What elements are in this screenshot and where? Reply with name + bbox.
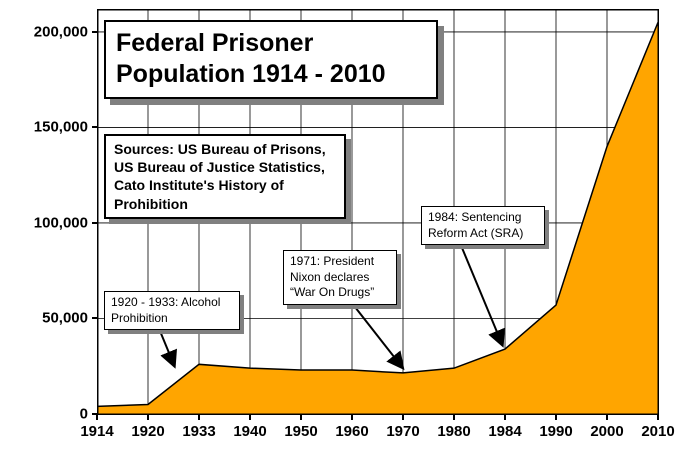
y-tick-label: 0: [79, 405, 88, 423]
y-axis-tick: [92, 126, 97, 129]
x-axis-tick: [300, 415, 302, 420]
x-tick-label: 1950: [284, 423, 318, 440]
x-tick-label: 1984: [488, 423, 522, 440]
y-tick-label: 100,000: [33, 214, 88, 232]
x-axis-tick: [657, 415, 659, 420]
x-tick-label: 1980: [437, 423, 471, 440]
x-tick-label: 1933: [182, 423, 216, 440]
y-axis-tick: [92, 30, 97, 33]
x-tick-label: 1914: [80, 423, 114, 440]
x-axis-tick: [147, 415, 149, 420]
x-axis-tick: [402, 415, 404, 420]
y-tick-label: 50,000: [42, 309, 88, 327]
plot-border: [97, 9, 659, 415]
x-tick-label: 1960: [335, 423, 369, 440]
x-tick-label: 1990: [539, 423, 573, 440]
x-tick-label: 1970: [386, 423, 420, 440]
area-series: [97, 22, 658, 414]
x-tick-label: 1920: [131, 423, 165, 440]
y-axis-tick: [92, 317, 97, 320]
y-tick-label: 200,000: [33, 23, 88, 41]
sources-note: Sources: US Bureau of Prisons, US Bureau…: [104, 134, 346, 219]
y-axis-tick: [92, 221, 97, 224]
x-axis-tick: [351, 415, 353, 420]
x-axis-tick: [249, 415, 251, 420]
chart-title: Federal Prisoner Population 1914 - 2010: [104, 20, 438, 99]
x-axis-tick: [606, 415, 608, 420]
annotation-sentencing-reform-act: 1984: Sentencing Reform Act (SRA): [421, 206, 545, 246]
x-axis-tick: [198, 415, 200, 420]
annotation-prohibition: 1920 - 1933: Alcohol Prohibition: [104, 291, 240, 331]
x-tick-label: 2010: [641, 423, 675, 440]
area-series-outline: [97, 22, 659, 408]
x-tick-label: 1940: [233, 423, 267, 440]
annotation-war-on-drugs: 1971: President Nixon declares “War On D…: [283, 250, 397, 305]
y-tick-label: 150,000: [33, 118, 88, 136]
x-axis-tick: [504, 415, 506, 420]
x-axis-tick: [555, 415, 557, 420]
x-axis-tick: [96, 415, 98, 420]
x-tick-label: 2000: [590, 423, 624, 440]
x-axis-tick: [453, 415, 455, 420]
y-axis-tick: [92, 413, 97, 415]
